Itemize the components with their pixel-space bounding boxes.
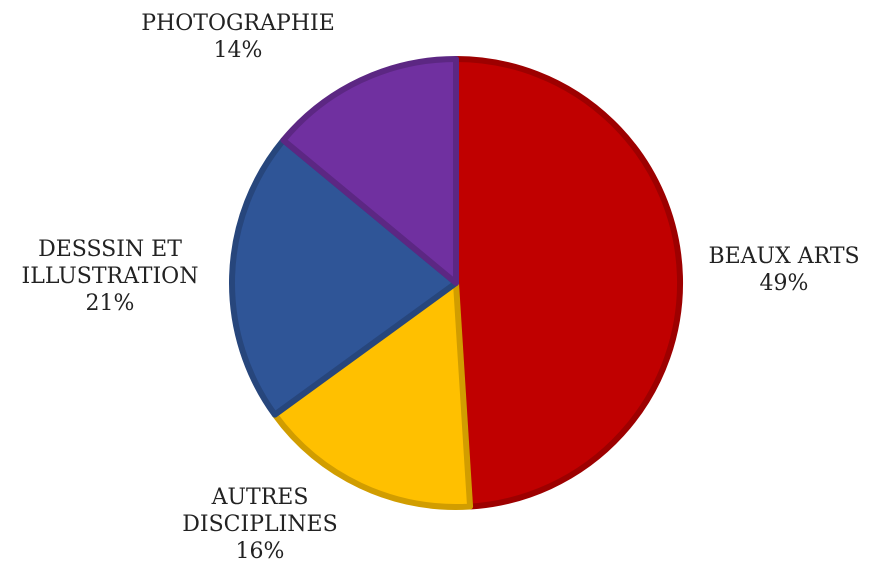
slice-category-dessin-line2: ILLUSTRATION [21,264,199,289]
slice-category-autres-line1: AUTRES [211,485,309,510]
pie-slice-beaux-arts [453,56,683,510]
pie-slice-photographie [280,56,459,286]
slice-label-photographie: PHOTOGRAPHIE 14% [118,10,358,64]
pie-slice-autres-disciplines [271,280,474,510]
slice-value-autres-disciplines: 16% [235,539,285,564]
slice-label-autres-disciplines: AUTRES DISCIPLINES 16% [170,484,350,565]
slice-category-photographie: PHOTOGRAPHIE [141,11,335,36]
slice-value-photographie: 14% [213,38,263,63]
slice-value-beaux-arts: 49% [759,271,809,296]
slice-label-beaux-arts: BEAUX ARTS 49% [694,243,870,297]
pie-slice-desssin-et-illustration [229,137,459,418]
slice-category-beaux-arts: BEAUX ARTS [708,244,860,269]
slice-category-dessin-line1: DESSSIN ET [38,237,182,262]
slice-value-dessin-illustration: 21% [85,291,135,316]
slice-category-autres-line2: DISCIPLINES [182,512,338,537]
slice-label-dessin-illustration: DESSSIN ET ILLUSTRATION 21% [0,236,220,317]
